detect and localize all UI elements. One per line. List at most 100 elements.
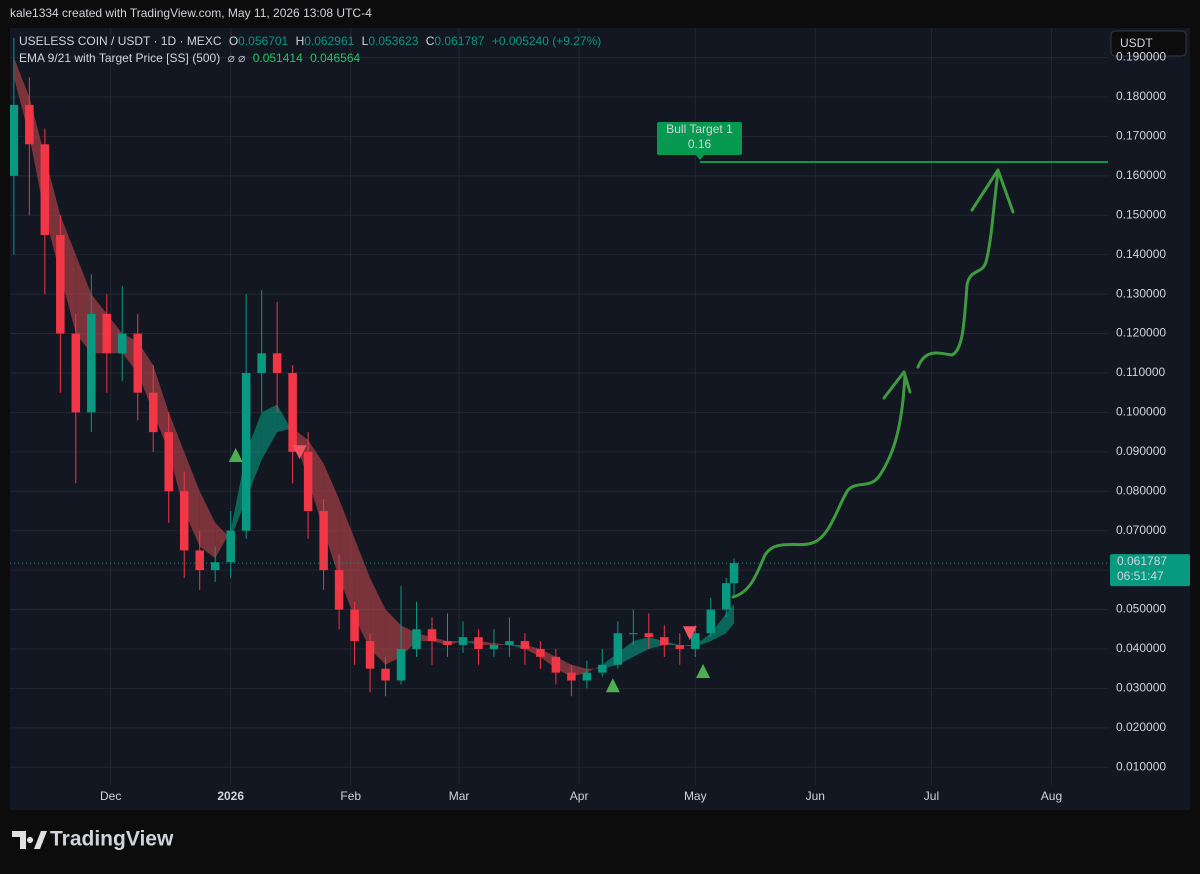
candle-body	[365, 641, 375, 669]
ohlc-label: L	[362, 34, 369, 48]
ema-band	[153, 365, 169, 452]
y-tick-label: 0.080000	[1116, 483, 1166, 497]
currency-button-label[interactable]: USDT	[1120, 36, 1153, 50]
candle-body	[319, 510, 328, 571]
candle-body	[582, 672, 592, 681]
y-tick-label: 0.130000	[1116, 286, 1166, 300]
ema-band	[261, 404, 278, 460]
ema-band	[323, 463, 340, 579]
y-tick-label: 0.100000	[1116, 405, 1166, 419]
candle-body	[520, 641, 530, 649]
signal-marker	[696, 664, 711, 679]
signal-marker	[682, 626, 697, 641]
last-price-box	[1110, 554, 1190, 587]
ema-band	[726, 603, 734, 634]
candle-body	[396, 648, 406, 681]
hand-drawn-arrow	[731, 168, 1015, 599]
target-value-label: 0.16	[688, 137, 712, 151]
candle-body	[644, 633, 654, 638]
x-tick-label: Aug	[1041, 789, 1062, 803]
y-tick-label: 0.190000	[1116, 50, 1166, 64]
y-tick-label: 0.020000	[1116, 720, 1166, 734]
change-label: +0.005240 (+9.27%)	[492, 34, 601, 48]
symbol-title: USELESS COIN / USDT · 1D · MEXC	[19, 34, 222, 48]
candle-body	[10, 104, 19, 176]
ema-band	[215, 522, 231, 559]
candle-body	[179, 491, 189, 551]
candle-body	[148, 392, 158, 433]
y-tick-label: 0.140000	[1116, 247, 1166, 261]
logo-icon	[12, 831, 47, 849]
candle-body	[629, 633, 638, 635]
indicator-value: 0.051414	[253, 51, 303, 65]
x-tick-label: 2026	[217, 789, 244, 803]
candle-body	[226, 530, 235, 563]
candle-body	[350, 609, 359, 642]
candle-body	[489, 645, 499, 649]
candle-body	[613, 633, 623, 665]
candle-body	[71, 333, 81, 413]
ema-band	[339, 499, 355, 618]
candle-body	[133, 333, 143, 393]
candle-body	[102, 313, 112, 354]
y-tick-label: 0.040000	[1116, 641, 1166, 655]
y-tick-label: 0.180000	[1116, 89, 1166, 103]
candle-body	[443, 641, 452, 646]
y-tick-label: 0.090000	[1116, 444, 1166, 458]
ohlc-value: 0.053623	[368, 34, 418, 48]
candle-body	[210, 562, 220, 571]
candle-body	[458, 637, 468, 646]
candle-body	[427, 629, 437, 642]
x-tick-label: Apr	[570, 789, 589, 803]
candle-body	[40, 144, 50, 235]
x-tick-label: Jul	[924, 789, 939, 803]
candle-body	[381, 668, 390, 681]
signal-marker	[605, 678, 620, 693]
ema-band	[710, 613, 727, 642]
indicator-legend: EMA 9/21 with Target Price [SS] (500) ⌀ …	[19, 51, 360, 65]
y-tick-label: 0.070000	[1116, 523, 1166, 537]
y-tick-label: 0.010000	[1116, 759, 1166, 773]
target-box	[657, 122, 742, 156]
indicator-value: 0.046564	[310, 51, 360, 65]
candle-body	[675, 645, 685, 649]
grid	[10, 28, 1108, 785]
ohlc-label: O	[229, 34, 238, 48]
indicator-icons: ⌀ ⌀	[228, 51, 246, 65]
x-tick-label: Mar	[449, 789, 470, 803]
y-tick-label: 0.170000	[1116, 129, 1166, 143]
candle-body	[721, 583, 731, 610]
candle-body	[303, 451, 313, 511]
ohlc-value: 0.056701	[238, 34, 288, 48]
candle-body	[536, 648, 545, 657]
currency-button[interactable]	[1110, 30, 1187, 57]
y-tick-label: 0.030000	[1116, 681, 1166, 695]
candle-body	[691, 633, 700, 649]
candle-body	[288, 372, 297, 452]
candle-body	[195, 550, 204, 571]
ohlc-value: 0.062961	[304, 34, 354, 48]
signal-marker	[292, 445, 307, 460]
ema-band	[493, 643, 510, 646]
candle-body	[729, 563, 739, 584]
logo: TradingView	[12, 828, 174, 851]
header: kale1334 created with TradingView.com, M…	[10, 6, 372, 20]
ema-band	[277, 404, 293, 433]
candle-body	[241, 372, 251, 531]
plot-background	[10, 28, 1190, 810]
y-tick-label: 0.050000	[1116, 602, 1166, 616]
y-tick-label: 0.110000	[1116, 365, 1165, 379]
candle-body	[706, 609, 716, 634]
logo-text: TradingView	[50, 828, 174, 851]
indicator-name: EMA 9/21 with Target Price [SS] (500)	[19, 51, 220, 65]
y-tick-label: 0.120000	[1116, 326, 1166, 340]
candle-body	[272, 353, 282, 373]
candle-body	[164, 432, 173, 492]
candle-body	[334, 570, 344, 610]
countdown-label: 06:51:47	[1117, 569, 1164, 583]
candle-body	[87, 313, 96, 413]
last-price-label: 0.061787	[1117, 554, 1167, 568]
x-tick-label: May	[684, 789, 707, 803]
